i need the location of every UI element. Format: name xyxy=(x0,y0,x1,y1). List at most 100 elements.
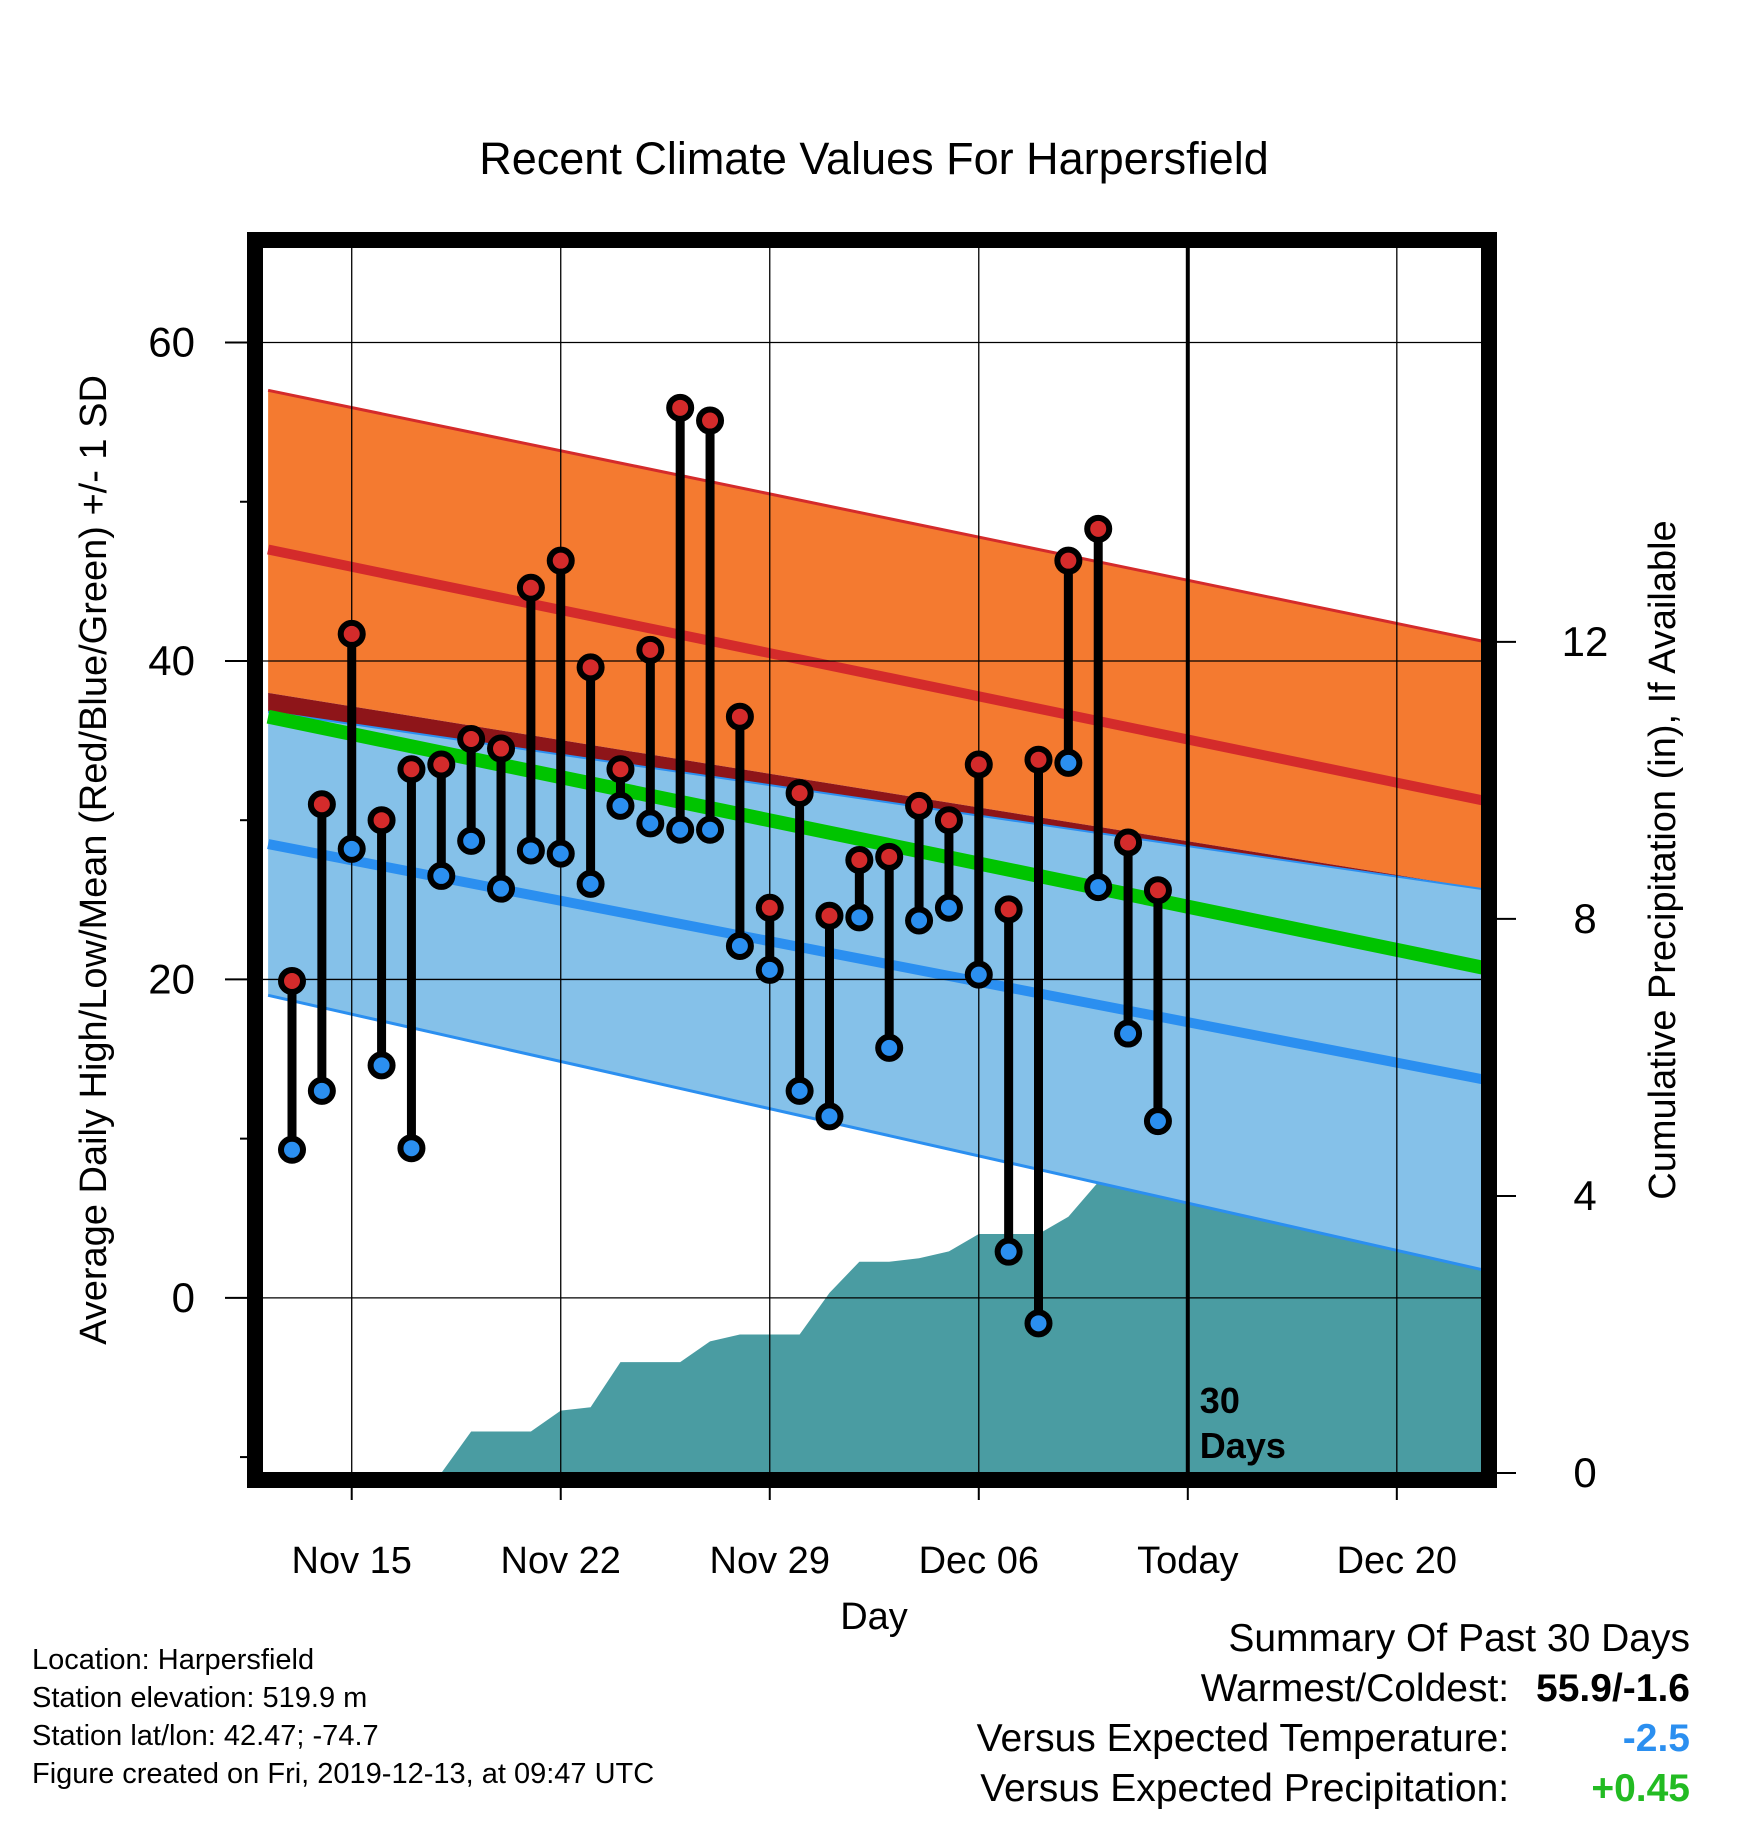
observation-day xyxy=(815,901,844,1131)
low-temp-point xyxy=(1143,1107,1172,1136)
location-text: Location: Harpersfield xyxy=(32,1644,315,1676)
low-temp-point xyxy=(307,1076,336,1105)
low-lower-line xyxy=(267,993,1482,1272)
high-temp-point xyxy=(696,406,725,435)
high-temp-point xyxy=(725,702,754,731)
observation-day xyxy=(785,779,814,1105)
observation-day xyxy=(576,653,605,898)
observation-day xyxy=(636,635,665,838)
low-temp-point xyxy=(666,815,695,844)
observation-day xyxy=(427,750,456,890)
low-temp-point xyxy=(815,1102,844,1131)
high-temp-point xyxy=(1024,745,1053,774)
x-tick-label: Dec 20 xyxy=(1337,1540,1457,1582)
y-axis-right-label: Cumulative Precipitation (in), If Availa… xyxy=(1642,520,1684,1199)
high-temp-point xyxy=(934,806,963,835)
high-temp-point xyxy=(785,779,814,808)
high-temp-point xyxy=(755,893,784,922)
low-temp-point xyxy=(516,836,545,865)
low-temp-point xyxy=(367,1051,396,1080)
low-temp-point xyxy=(725,931,754,960)
x-tick-label: Nov 29 xyxy=(710,1540,830,1582)
observation-day xyxy=(875,842,904,1062)
precip-value: +0.45 xyxy=(1591,1767,1690,1810)
high-temp-point xyxy=(337,619,366,648)
observation-day xyxy=(1114,828,1143,1048)
y-axis-left-label: Average Daily High/Low/Mean (Red/Blue/Gr… xyxy=(73,375,115,1345)
observation-day xyxy=(516,573,545,865)
precip-area xyxy=(441,1182,1482,1473)
low-temp-point xyxy=(427,861,456,890)
summary-row-temp: Versus Expected Temperature: -2.5 xyxy=(977,1714,1690,1764)
x-tick-label: Nov 15 xyxy=(292,1540,412,1582)
low-temp-point xyxy=(964,960,993,989)
low-temp-point xyxy=(785,1076,814,1105)
y-left-tick-label: 60 xyxy=(148,319,195,366)
observation-day xyxy=(934,806,963,922)
x-axis-label: Day xyxy=(840,1596,908,1638)
high-temp-point xyxy=(845,846,874,874)
x-tick-label: Nov 22 xyxy=(501,1540,621,1582)
low-temp-point xyxy=(1024,1309,1053,1338)
high-temp-point xyxy=(875,842,904,871)
low-temp-point xyxy=(1084,873,1113,902)
y-right-tick-label: 0 xyxy=(1573,1449,1596,1496)
high-temp-point xyxy=(487,734,516,763)
high-temp-point xyxy=(367,806,396,835)
observation-day xyxy=(1024,745,1053,1338)
y-right-tick-label: 8 xyxy=(1573,895,1596,942)
high-temp-point xyxy=(815,901,844,930)
summary-panel: Summary Of Past 30 Days Warmest/Coldest:… xyxy=(977,1614,1690,1814)
observation-day xyxy=(606,755,635,820)
low-temp-point xyxy=(994,1237,1023,1266)
elevation-text: Station elevation: 519.9 m xyxy=(32,1682,368,1714)
low-temp-point xyxy=(875,1033,904,1062)
low-temp-point xyxy=(278,1135,306,1164)
y-right-tick-label: 12 xyxy=(1562,618,1609,665)
station-info: Location: Harpersfield Station elevation… xyxy=(32,1641,654,1793)
high-sd-band xyxy=(268,390,1482,889)
summary-title: Summary Of Past 30 Days xyxy=(1228,1617,1690,1660)
latlon-text: Station lat/lon: 42.47; -74.7 xyxy=(32,1720,379,1752)
y-left-tick-label: 0 xyxy=(172,1274,195,1321)
low-temp-point xyxy=(696,815,725,844)
high-temp-point xyxy=(307,790,336,819)
low-temp-point xyxy=(934,893,963,922)
chart-title: Recent Climate Values For Harpersfield xyxy=(479,133,1268,184)
today-label: Days xyxy=(1200,1425,1286,1466)
summary-row-warmest: Warmest/Coldest: 55.9/-1.6 xyxy=(977,1664,1690,1714)
y-right-tick-label: 4 xyxy=(1573,1172,1596,1219)
low-temp-point xyxy=(606,791,635,820)
high-temp-point xyxy=(1084,514,1113,543)
high-temp-point xyxy=(636,635,665,664)
high-temp-point xyxy=(397,755,426,784)
high-temp-point xyxy=(427,750,456,779)
low-temp-point xyxy=(905,906,934,935)
y-left-tick-label: 40 xyxy=(148,637,195,684)
high-normal-line xyxy=(267,544,1482,806)
low-temp-point xyxy=(487,874,516,903)
summary-row-precip: Versus Expected Precipitation: +0.45 xyxy=(977,1764,1690,1814)
low-temp-point xyxy=(1114,1019,1143,1048)
high-temp-point xyxy=(606,755,635,784)
overlap-band xyxy=(268,692,1482,890)
warmest-value: 55.9/-1.6 xyxy=(1536,1667,1690,1710)
observation-day xyxy=(1143,876,1172,1136)
observation-day xyxy=(696,406,725,844)
high-upper-line xyxy=(267,388,1482,643)
low-temp-point xyxy=(755,955,784,984)
high-temp-point xyxy=(1054,546,1083,575)
observation-day xyxy=(367,806,396,1080)
low-temp-point xyxy=(337,834,366,863)
observation-day xyxy=(755,893,784,984)
high-temp-point xyxy=(994,895,1023,924)
high-temp-point xyxy=(1143,876,1172,905)
y-left-tick-label: 20 xyxy=(148,955,195,1002)
high-temp-point xyxy=(576,653,605,682)
high-temp-point xyxy=(516,573,545,602)
low-temp-point xyxy=(636,809,665,838)
plot-frame xyxy=(247,232,1497,1488)
low-temp-point xyxy=(397,1134,426,1163)
